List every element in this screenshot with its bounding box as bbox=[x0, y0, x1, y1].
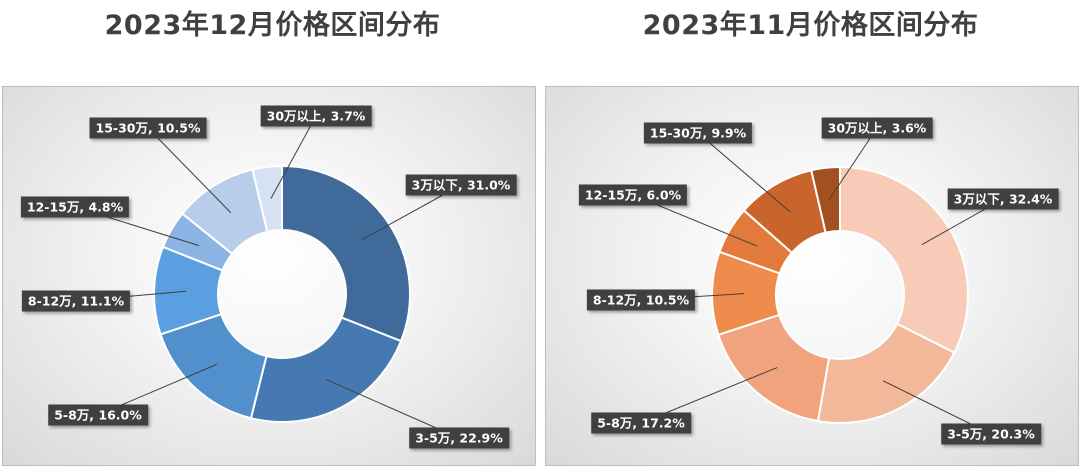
data-label: 8-12万, 11.1% bbox=[21, 290, 131, 312]
donut-slice bbox=[839, 165, 969, 354]
leader-line bbox=[270, 115, 317, 199]
donut-slice bbox=[281, 164, 411, 343]
data-label: 30万以上, 3.7% bbox=[260, 105, 372, 127]
data-label: 30万以上, 3.6% bbox=[821, 117, 933, 139]
chart-title-december: 2023年12月价格区间分布 bbox=[104, 10, 441, 41]
donut-chart-svg bbox=[74, 115, 462, 439]
leader-line bbox=[147, 127, 232, 214]
donut-slice bbox=[249, 316, 403, 423]
data-label: 5-8万, 16.0% bbox=[48, 404, 148, 426]
data-label: 3-5万, 20.3% bbox=[941, 423, 1041, 445]
data-label: 3万以下, 32.4% bbox=[947, 188, 1059, 210]
chart-title-november: 2023年11月价格区间分布 bbox=[642, 10, 979, 41]
donut-chart-november: 3万以下, 32.4% 3-5万, 20.3% 5-8万, 17.2% 8-12万, … bbox=[545, 86, 1079, 466]
data-label: 12-15万, 4.8% bbox=[20, 196, 130, 218]
data-label: 5-8万, 17.2% bbox=[591, 412, 691, 434]
data-label: 15-30万, 10.5% bbox=[89, 117, 207, 139]
donut-chart-svg bbox=[632, 127, 1004, 435]
donut-slice bbox=[816, 322, 956, 424]
data-label: 8-12万, 10.5% bbox=[586, 289, 696, 311]
data-label: 15-30万, 9.9% bbox=[643, 122, 753, 144]
data-label: 3万以下, 31.0% bbox=[405, 174, 517, 196]
data-label: 3-5万, 22.9% bbox=[409, 427, 509, 449]
donut-chart-december: 3万以下, 31.0% 3-5万, 22.9% 5-8万, 16.0% 8-12万, … bbox=[2, 86, 536, 466]
donut-slice bbox=[810, 165, 841, 234]
donut-slice bbox=[717, 313, 831, 423]
data-label: 12-15万, 6.0% bbox=[578, 184, 688, 206]
leader-line bbox=[828, 127, 878, 200]
leader-line bbox=[697, 132, 792, 213]
donut-slice bbox=[251, 164, 283, 233]
